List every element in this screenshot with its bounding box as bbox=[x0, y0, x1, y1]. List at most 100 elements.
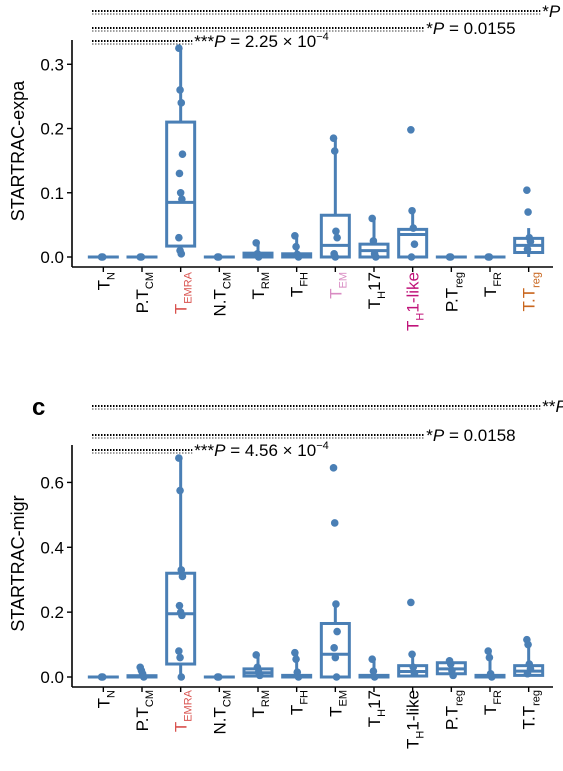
x-tick-label-sub: H bbox=[415, 313, 427, 321]
x-tick-label: TRM bbox=[249, 690, 272, 718]
x-tick-label: TFR bbox=[481, 272, 504, 297]
data-point bbox=[485, 253, 494, 261]
data-point bbox=[488, 673, 496, 681]
significance-p: P bbox=[433, 19, 445, 38]
y-tick-label: 0.3 bbox=[40, 55, 64, 74]
x-tick-label-main: N.T bbox=[210, 289, 229, 316]
x-tick-label-sub: EM bbox=[337, 272, 349, 289]
box-group bbox=[87, 253, 119, 261]
data-point bbox=[368, 214, 377, 223]
data-point bbox=[523, 245, 532, 254]
significance-exponent: −4 bbox=[316, 440, 329, 452]
box-group bbox=[281, 232, 313, 261]
x-tick-label-main: P.T bbox=[442, 288, 461, 312]
data-point bbox=[446, 660, 455, 668]
data-point bbox=[333, 627, 341, 636]
x-tick-label: P.Treg bbox=[442, 690, 465, 730]
box-group bbox=[319, 464, 351, 681]
box-group bbox=[242, 651, 274, 680]
data-point bbox=[484, 647, 493, 655]
significance-value: = 2.25 × 10 bbox=[225, 32, 316, 51]
data-point bbox=[175, 454, 183, 462]
x-tick-label-sub: FH bbox=[299, 272, 311, 287]
data-point bbox=[368, 655, 377, 663]
data-point bbox=[369, 667, 378, 675]
x-tick-label-sub: reg bbox=[453, 272, 465, 288]
box-group bbox=[397, 598, 429, 678]
x-tick-label: P.Treg bbox=[442, 272, 465, 312]
data-point bbox=[292, 655, 300, 663]
data-point bbox=[524, 640, 532, 649]
data-point bbox=[176, 486, 184, 495]
data-point bbox=[408, 206, 416, 215]
x-tick-label-tail: 17 bbox=[365, 690, 384, 709]
x-tick-label-main: P.T bbox=[133, 289, 152, 313]
data-point bbox=[332, 227, 340, 236]
significance-label: *P = 0.0155 bbox=[426, 19, 515, 38]
data-point bbox=[177, 566, 186, 574]
data-point bbox=[523, 186, 531, 194]
x-tick-label-main: T bbox=[172, 722, 191, 732]
data-point bbox=[175, 169, 184, 178]
x-tick-label-sub: CM bbox=[221, 272, 233, 289]
data-point bbox=[176, 653, 184, 662]
data-point bbox=[294, 253, 303, 261]
significance-label: ***P = 2.25 × 10−4 bbox=[194, 31, 329, 51]
x-tick-label: TH17 bbox=[365, 272, 388, 309]
data-point bbox=[333, 233, 341, 242]
x-tick-label-main: T bbox=[288, 705, 307, 715]
data-point bbox=[175, 647, 183, 655]
box bbox=[319, 213, 351, 259]
data-point bbox=[177, 249, 186, 258]
data-point bbox=[485, 653, 494, 662]
x-tick-label: P.TCM bbox=[133, 690, 156, 731]
x-tick-label-main: T bbox=[249, 289, 268, 299]
y-tick-label: 0.6 bbox=[40, 473, 64, 492]
x-tick-label-main: T bbox=[288, 287, 307, 297]
x-tick-label-main: T bbox=[249, 707, 268, 717]
box-group bbox=[242, 239, 274, 261]
x-tick-label: TEM bbox=[326, 690, 349, 717]
y-tick-label: 0.0 bbox=[40, 248, 64, 267]
x-tick-label: TN bbox=[94, 272, 117, 290]
box-group bbox=[358, 214, 390, 261]
data-point bbox=[407, 598, 415, 607]
panel-letter-c: c bbox=[32, 394, 45, 421]
significance-p: P bbox=[214, 32, 226, 51]
x-tick-label-sub: N bbox=[105, 690, 117, 698]
x-tick-label-sub: reg bbox=[453, 690, 465, 706]
x-tick-label: TN bbox=[94, 690, 117, 708]
data-point bbox=[137, 253, 146, 261]
x-tick-label-main: T bbox=[404, 321, 423, 331]
x-tick-label-main: T bbox=[365, 717, 384, 727]
x-tick-label: TFR bbox=[481, 690, 504, 715]
box-group bbox=[474, 253, 506, 261]
significance-label: *P = 0.0158 bbox=[426, 426, 515, 445]
box-group bbox=[358, 655, 390, 681]
box-group bbox=[397, 126, 429, 261]
data-point bbox=[331, 653, 340, 662]
x-tick-label-main: P.T bbox=[442, 706, 461, 730]
y-tick-label: 0.4 bbox=[40, 538, 64, 557]
x-tick-label-main: T bbox=[172, 304, 191, 314]
data-point bbox=[409, 224, 418, 232]
y-axis-title: STARTRAC-migr bbox=[8, 495, 28, 631]
significance-label: ***P = 4.56 × 10−4 bbox=[194, 440, 329, 460]
x-tick-label-main: T bbox=[326, 289, 345, 299]
x-tick-label-main: T bbox=[481, 705, 500, 715]
data-point bbox=[331, 253, 340, 261]
x-tick-label-sub: reg bbox=[531, 690, 543, 706]
data-point bbox=[214, 673, 223, 681]
box-group bbox=[203, 253, 235, 261]
x-tick-label-tail: 17 bbox=[365, 272, 384, 291]
x-tick-label-main: T bbox=[94, 698, 113, 708]
x-tick-label-main: T bbox=[404, 739, 423, 749]
data-point bbox=[370, 673, 379, 681]
x-tick-label-sub: FR bbox=[492, 690, 504, 705]
x-tick-label-sub: CM bbox=[221, 690, 233, 707]
data-point bbox=[410, 669, 419, 678]
x-tick-label: TRM bbox=[249, 272, 272, 300]
x-tick-label-main: P.T bbox=[133, 707, 152, 731]
data-point bbox=[372, 253, 380, 261]
